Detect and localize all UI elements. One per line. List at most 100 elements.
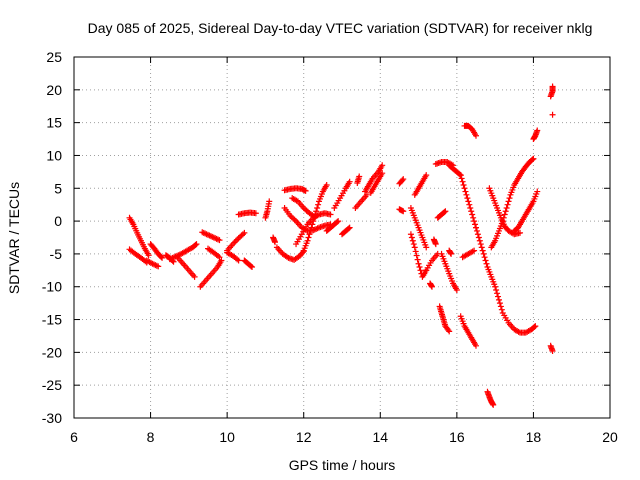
- data-point: [549, 348, 556, 355]
- data-point: [478, 244, 485, 251]
- data-point: [505, 198, 512, 205]
- series-arc40: [436, 303, 453, 335]
- series-arc48: [473, 224, 539, 336]
- data-point: [234, 236, 241, 243]
- data-point: [458, 175, 465, 182]
- data-point: [415, 260, 422, 267]
- data-point: [490, 401, 497, 408]
- series-arc08: [199, 229, 223, 244]
- x-tick-label: 18: [526, 429, 542, 445]
- data-point: [308, 224, 315, 231]
- data-point: [474, 231, 481, 238]
- series-arc04: [143, 257, 162, 270]
- data-point: [475, 234, 482, 241]
- data-point: [191, 273, 198, 280]
- data-point: [468, 208, 475, 215]
- data-point: [428, 283, 435, 290]
- data-point: [442, 208, 449, 215]
- series-arc26: [352, 191, 370, 211]
- data-point: [307, 227, 314, 234]
- series-arc53: [530, 127, 541, 143]
- x-axis-label: GPS time / hours: [289, 457, 396, 473]
- y-axis-label: SDTVAR / TECUs: [6, 182, 22, 294]
- series-arc11: [224, 249, 242, 264]
- data-point: [466, 201, 473, 208]
- data-point: [327, 211, 334, 218]
- series-arc22: [289, 195, 319, 221]
- data-point: [481, 254, 488, 261]
- data-point: [495, 296, 502, 303]
- data-point: [448, 250, 455, 257]
- data-point: [530, 155, 537, 162]
- data-point: [459, 178, 466, 185]
- y-tick-label: -30: [42, 410, 62, 426]
- data-point: [334, 218, 341, 225]
- series-arc03: [147, 241, 166, 261]
- series-arc07: [174, 254, 198, 280]
- data-point: [252, 210, 259, 217]
- y-tick-label: 0: [54, 213, 62, 229]
- data-point: [155, 263, 162, 270]
- data-point: [479, 247, 486, 254]
- data-point: [506, 195, 513, 202]
- series-arc56: [547, 342, 556, 355]
- axes: 6 8 10 12 14 16 18 20 -30 -25 -20 -15 -10 -5 0 5 10 15 20 2…: [42, 49, 618, 445]
- data-point: [407, 231, 414, 238]
- series-arc25: [339, 224, 353, 238]
- x-tick-label: 12: [296, 429, 312, 445]
- data-point: [456, 171, 463, 178]
- data-point: [413, 252, 420, 259]
- data-point: [305, 234, 312, 241]
- series-arc13: [235, 209, 259, 218]
- y-tick-label: 5: [54, 180, 62, 196]
- data-point: [463, 191, 470, 198]
- data-point: [480, 250, 487, 257]
- data-point: [549, 111, 556, 118]
- data-point: [477, 241, 484, 248]
- data-point: [446, 328, 453, 335]
- data-point: [315, 201, 322, 208]
- series-arc06: [166, 241, 200, 263]
- data-point: [416, 264, 423, 271]
- series-arc47: [461, 122, 479, 139]
- data-point: [473, 224, 479, 231]
- data-point: [356, 173, 363, 180]
- series-arc27: [354, 173, 363, 187]
- series-arc54: [547, 83, 556, 100]
- data-point: [461, 185, 468, 192]
- data-point: [232, 238, 239, 245]
- data-point: [216, 254, 223, 261]
- data-point: [400, 208, 407, 215]
- x-tick-label: 10: [219, 429, 235, 445]
- data-point: [457, 172, 464, 179]
- data-point: [346, 224, 353, 231]
- series-arc09: [197, 257, 225, 290]
- data-point: [409, 237, 416, 244]
- data-point: [414, 256, 421, 263]
- series-arc28: [361, 162, 386, 195]
- data-point: [494, 290, 501, 297]
- y-tick-label: 20: [46, 82, 62, 98]
- data-point: [145, 252, 152, 259]
- series-arc23: [323, 218, 342, 234]
- data-point: [492, 283, 499, 290]
- data-point: [302, 187, 309, 194]
- data-point: [529, 156, 536, 163]
- series-arc45: [457, 313, 479, 349]
- series-arc37: [430, 236, 439, 248]
- series-arc24: [331, 178, 353, 211]
- data-point: [498, 306, 505, 313]
- data-point: [193, 241, 200, 248]
- data-point: [399, 177, 406, 184]
- data-point: [235, 257, 242, 264]
- data-point: [493, 287, 500, 294]
- series-arc49: [484, 388, 497, 408]
- data-point: [266, 198, 273, 205]
- data-point: [502, 208, 509, 215]
- series-arc15: [262, 198, 273, 221]
- series-arc38: [432, 159, 457, 169]
- series-arc46: [459, 247, 478, 261]
- x-tick-label: 20: [602, 429, 618, 445]
- data-point: [497, 303, 504, 310]
- data-point: [495, 293, 502, 300]
